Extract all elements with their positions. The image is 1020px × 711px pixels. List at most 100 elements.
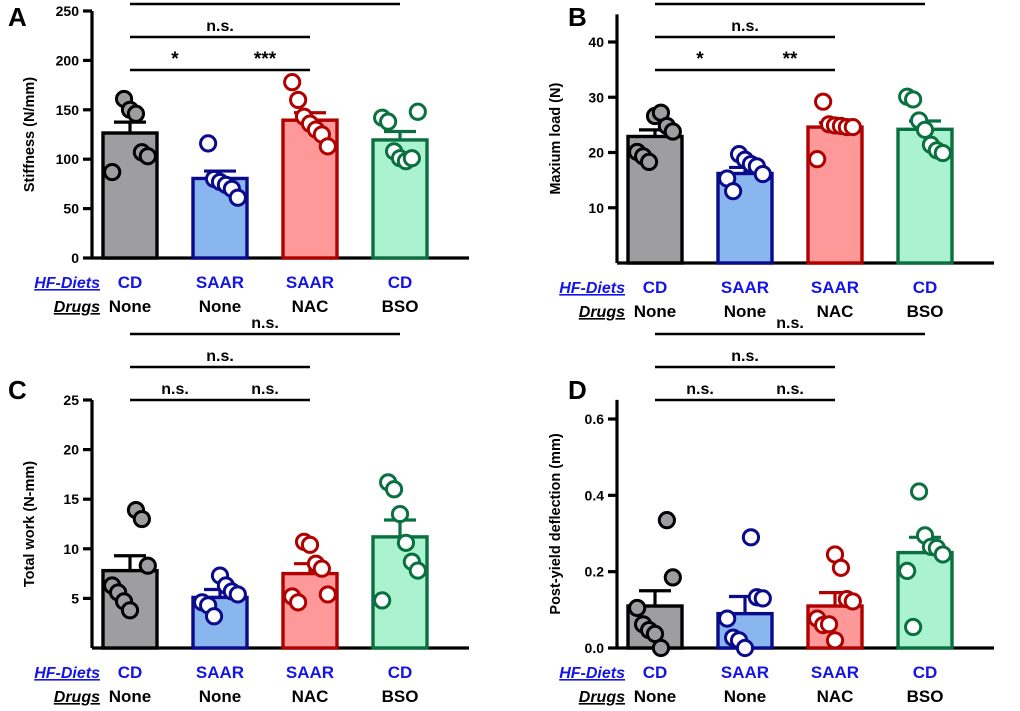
drug-label: NAC — [292, 687, 329, 706]
data-point — [933, 143, 952, 163]
y-tick-label: 15 — [63, 491, 79, 507]
drug-label: None — [724, 687, 767, 706]
data-point — [408, 561, 427, 580]
data-point — [300, 535, 320, 554]
y-tick-label: 200 — [56, 52, 80, 68]
data-point — [138, 556, 157, 575]
drug-label: NAC — [817, 302, 854, 321]
drug-label: BSO — [382, 687, 419, 706]
diet-label: SAAR — [196, 273, 244, 292]
drugs-header: Drugs — [579, 689, 625, 706]
data-point — [103, 162, 122, 182]
significance-label: * — [171, 49, 179, 70]
y-tick-label: 50 — [63, 201, 79, 217]
data-point — [819, 615, 839, 634]
data-point — [933, 545, 952, 564]
data-point — [657, 511, 676, 530]
y-tick-label: 25 — [63, 392, 79, 408]
diet-label: CD — [913, 663, 938, 682]
data-point — [735, 638, 755, 658]
significance-label: ** — [783, 49, 798, 70]
y-tick-label: 0.2 — [585, 564, 605, 580]
error-bar — [114, 554, 146, 571]
data-point — [904, 90, 923, 109]
data-point — [289, 90, 308, 110]
data-point — [628, 598, 647, 618]
panel-b-letter: B — [568, 2, 587, 32]
data-point — [318, 585, 337, 604]
significance-label: n.s. — [251, 315, 279, 332]
panel-d: D 0.0 0.2 0.4 0.6 Post-yield deflection (mm)… — [510, 315, 1020, 711]
drugs-header: Drugs — [54, 689, 100, 706]
bar — [281, 571, 339, 650]
drug-label: NAC — [817, 687, 854, 706]
diet-label: CD — [118, 273, 143, 292]
data-point — [396, 533, 416, 552]
hf-diets-header: HF-Diets — [559, 665, 625, 682]
bar — [806, 125, 864, 265]
y-axis-title: Total work (N-mm) — [22, 461, 38, 587]
data-point — [199, 134, 218, 153]
data-point — [379, 112, 398, 131]
data-point — [843, 592, 862, 611]
data-point — [402, 149, 421, 168]
diet-label: CD — [388, 663, 413, 682]
data-point — [384, 480, 404, 499]
diet-label: SAAR — [286, 663, 334, 682]
data-point — [753, 164, 772, 184]
data-point — [843, 117, 862, 137]
drug-label: None — [724, 302, 767, 321]
data-point — [289, 593, 308, 612]
drug-label: None — [199, 687, 242, 706]
data-point — [663, 568, 682, 587]
data-point — [741, 528, 761, 547]
y-tick-label: 20 — [588, 145, 604, 161]
drug-label: None — [109, 687, 152, 706]
data-point — [132, 509, 151, 529]
drugs-header: Drugs — [54, 299, 100, 316]
diet-label: CD — [643, 278, 668, 297]
diet-label: CD — [388, 273, 413, 292]
data-point — [120, 601, 140, 620]
panel-c: C 5 10 15 20 25 Total work (N-mm) n.s. n.s. n.s.… — [0, 315, 510, 711]
diet-label: SAAR — [811, 278, 859, 297]
data-point — [831, 558, 851, 577]
y-axis-title: Post-yield deflection (mm) — [548, 433, 564, 614]
y-tick-label: 250 — [56, 3, 80, 19]
y-tick-label: 0 — [71, 250, 79, 266]
diet-label: CD — [913, 278, 938, 297]
panel-d-plot: 0.0 0.2 0.4 0.6 Post-yield deflection (mm) n.… — [510, 315, 1020, 711]
error-bar — [114, 120, 146, 134]
y-tick-label: 5 — [71, 590, 79, 606]
significance-label: n.s. — [776, 381, 804, 398]
significance-label: * — [696, 49, 704, 70]
panel-c-svg: 5 10 15 20 25 Total work (N-mm) n.s. n.s. n.s. n.… — [22, 315, 469, 706]
data-point — [904, 617, 923, 637]
data-point — [390, 504, 410, 524]
drug-label: BSO — [907, 687, 944, 706]
hf-diets-header: HF-Diets — [34, 275, 100, 292]
y-tick-label: 0.4 — [585, 487, 605, 503]
data-point — [814, 92, 833, 111]
data-point — [318, 137, 337, 156]
significance-label: n.s. — [251, 0, 279, 2]
data-point — [808, 150, 827, 169]
drug-label: None — [634, 302, 677, 321]
error-bar — [639, 589, 671, 607]
y-tick-label: 10 — [588, 200, 604, 216]
drug-label: None — [199, 297, 242, 316]
diet-label: SAAR — [721, 278, 769, 297]
hf-diets-header: HF-Diets — [559, 280, 625, 297]
data-point — [915, 120, 935, 139]
data-point — [663, 122, 682, 141]
diet-label: CD — [643, 663, 668, 682]
panel-a: A 0 50 100 150 200 250 Stiffness (N/mm) * *** n.s… — [0, 0, 510, 355]
data-point — [898, 561, 917, 581]
data-point — [312, 559, 331, 578]
diet-label: SAAR — [286, 273, 334, 292]
